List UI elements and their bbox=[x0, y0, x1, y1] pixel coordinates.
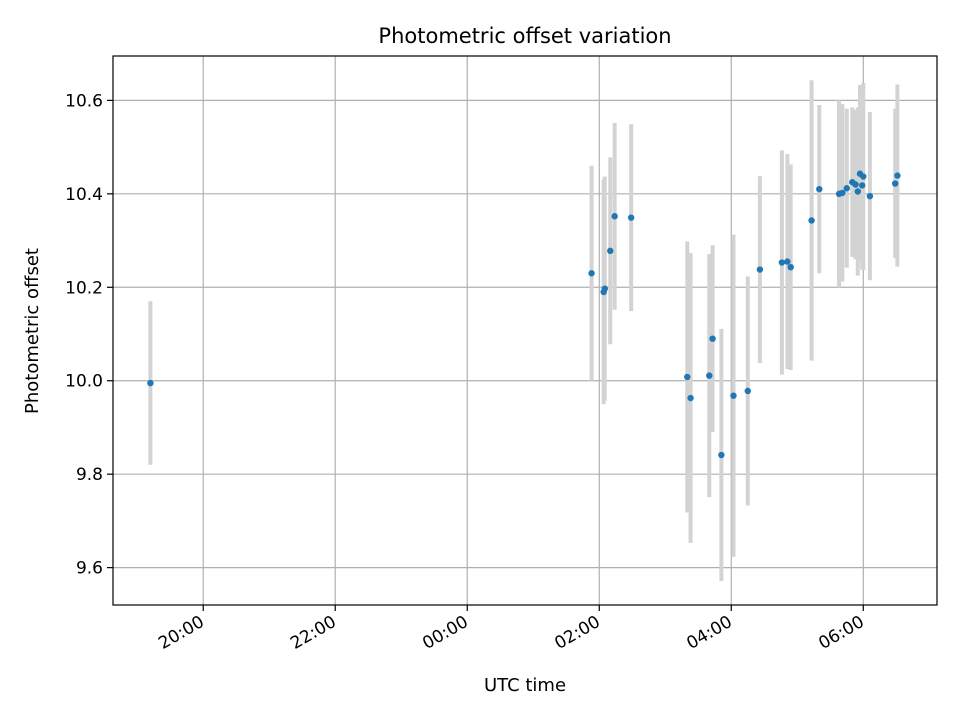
data-point bbox=[858, 182, 866, 189]
data-point bbox=[706, 372, 713, 379]
data-point bbox=[839, 189, 846, 197]
x-axis-label: UTC time bbox=[484, 675, 566, 696]
y-axis-label: Photometric offset bbox=[22, 248, 43, 414]
data-point bbox=[778, 259, 786, 266]
y-tick-label: 10.0 bbox=[65, 372, 103, 392]
y-tick-label: 9.8 bbox=[76, 465, 103, 485]
data-point bbox=[854, 188, 861, 195]
plot-frame bbox=[112, 55, 938, 606]
data-point bbox=[687, 394, 694, 402]
y-tick-label: 10.2 bbox=[65, 278, 103, 298]
data-point bbox=[709, 335, 716, 342]
data-point bbox=[607, 247, 614, 255]
data-point bbox=[860, 173, 867, 180]
data-point bbox=[756, 266, 764, 273]
data-point bbox=[601, 285, 608, 292]
data-point bbox=[808, 217, 815, 224]
data-point bbox=[866, 192, 874, 200]
data-point bbox=[718, 451, 725, 459]
data-point bbox=[588, 270, 595, 277]
data-point bbox=[843, 185, 850, 192]
data-point bbox=[627, 214, 635, 221]
data-point bbox=[894, 172, 901, 179]
data-point bbox=[852, 181, 859, 188]
data-point bbox=[891, 180, 899, 187]
data-point bbox=[787, 263, 794, 271]
y-tick-label: 10.4 bbox=[65, 185, 103, 205]
data-point bbox=[147, 379, 154, 387]
y-tick-label: 9.6 bbox=[76, 559, 103, 579]
data-point bbox=[816, 185, 823, 193]
data-point bbox=[744, 387, 751, 395]
data-points bbox=[147, 170, 901, 459]
data-point bbox=[611, 213, 618, 220]
y-tick-label: 10.6 bbox=[65, 91, 103, 111]
data-point bbox=[784, 258, 791, 265]
chart-title: Photometric offset variation bbox=[378, 24, 671, 48]
data-point bbox=[684, 373, 691, 381]
data-point bbox=[730, 392, 737, 399]
